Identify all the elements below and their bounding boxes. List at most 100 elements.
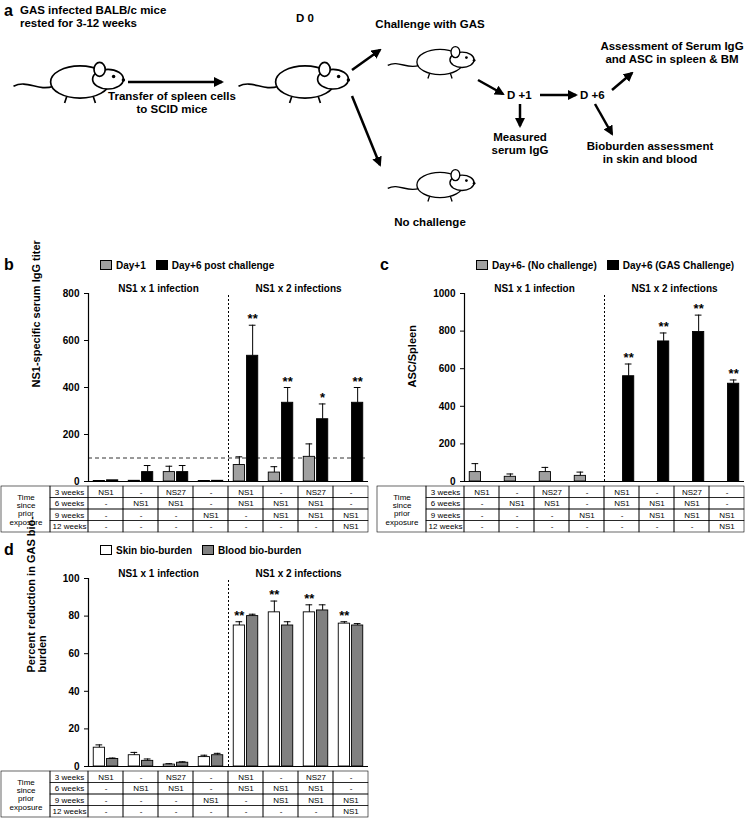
- svg-text:NS1: NS1: [273, 784, 289, 793]
- svg-text:NS1: NS1: [273, 796, 289, 805]
- svg-text:Assessment of Serum IgG: Assessment of Serum IgG: [600, 40, 743, 52]
- svg-text:**: **: [729, 366, 740, 381]
- svg-text:NS1: NS1: [203, 511, 219, 520]
- svg-text:-: -: [245, 796, 248, 805]
- svg-text:-: -: [280, 522, 283, 531]
- svg-text:NS27: NS27: [542, 488, 563, 497]
- svg-text:NS1: NS1: [579, 511, 595, 520]
- svg-text:to SCID mice: to SCID mice: [137, 103, 208, 115]
- svg-text:-: -: [105, 796, 108, 805]
- svg-text:NS1: NS1: [98, 488, 114, 497]
- svg-text:NS1: NS1: [203, 796, 219, 805]
- svg-text:NS1: NS1: [343, 511, 359, 520]
- svg-text:serum IgG: serum IgG: [492, 144, 549, 156]
- svg-text:12 weeks: 12 weeks: [53, 807, 87, 816]
- svg-text:-: -: [105, 522, 108, 531]
- svg-text:rested for 3-12 weeks: rested for 3-12 weeks: [20, 17, 137, 29]
- svg-text:-: -: [210, 522, 213, 531]
- svg-text:NS1: NS1: [719, 522, 735, 531]
- svg-text:9 weeks: 9 weeks: [55, 796, 84, 805]
- svg-text:-: -: [245, 807, 248, 816]
- svg-text:-: -: [621, 522, 624, 531]
- svg-text:NS1: NS1: [168, 499, 184, 508]
- svg-text:Challenge with GAS: Challenge with GAS: [375, 18, 485, 30]
- svg-text:9 weeks: 9 weeks: [431, 511, 460, 520]
- svg-text:1000: 1000: [433, 288, 456, 299]
- svg-text:NS1 x 2 infections: NS1 x 2 infections: [255, 283, 342, 294]
- svg-text:NS1 x 2 infections: NS1 x 2 infections: [255, 568, 342, 579]
- svg-text:-: -: [516, 522, 519, 531]
- svg-text:NS1: NS1: [614, 499, 630, 508]
- svg-text:80: 80: [68, 610, 80, 621]
- svg-text:-: -: [350, 499, 353, 508]
- svg-text:-: -: [280, 488, 283, 497]
- svg-text:NS1: NS1: [238, 784, 254, 793]
- svg-text:*: *: [320, 390, 326, 405]
- svg-text:NS1: NS1: [308, 796, 324, 805]
- svg-text:3 weeks: 3 weeks: [55, 488, 84, 497]
- svg-text:-: -: [481, 511, 484, 520]
- svg-text:NS1: NS1: [273, 499, 289, 508]
- svg-text:NS1: NS1: [238, 488, 254, 497]
- svg-text:3 weeks: 3 weeks: [431, 488, 460, 497]
- svg-text:0: 0: [450, 476, 456, 487]
- svg-text:NS1: NS1: [98, 773, 114, 782]
- svg-text:NS1 x 1 infection: NS1 x 1 infection: [118, 283, 199, 294]
- svg-text:-: -: [210, 807, 213, 816]
- svg-text:-: -: [481, 522, 484, 531]
- svg-text:6 weeks: 6 weeks: [55, 499, 84, 508]
- svg-text:-: -: [481, 499, 484, 508]
- svg-text:-: -: [586, 488, 589, 497]
- svg-text:NS1-specific serum IgG titer: NS1-specific serum IgG titer: [30, 239, 42, 387]
- svg-text:NS27: NS27: [306, 773, 327, 782]
- svg-text:-: -: [516, 488, 519, 497]
- svg-text:-: -: [726, 488, 729, 497]
- svg-text:-: -: [586, 499, 589, 508]
- svg-text:NS1: NS1: [308, 511, 324, 520]
- svg-text:-: -: [726, 499, 729, 508]
- svg-text:**: **: [248, 311, 259, 326]
- svg-text:NS1: NS1: [544, 499, 560, 508]
- svg-text:**: **: [694, 301, 705, 316]
- svg-text:100: 100: [63, 573, 80, 584]
- svg-text:-: -: [175, 807, 178, 816]
- svg-text:-: -: [105, 511, 108, 520]
- svg-text:NS1: NS1: [684, 511, 700, 520]
- svg-text:NS1: NS1: [474, 488, 490, 497]
- svg-text:3 weeks: 3 weeks: [55, 773, 84, 782]
- svg-text:-: -: [245, 511, 248, 520]
- svg-text:**: **: [234, 608, 245, 623]
- svg-text:D 0: D 0: [296, 12, 314, 24]
- svg-text:**: **: [304, 591, 315, 606]
- svg-text:-: -: [315, 807, 318, 816]
- svg-text:-: -: [656, 522, 659, 531]
- svg-text:in skin and blood: in skin and blood: [603, 153, 698, 165]
- svg-text:Timesincepriorexposure: Timesincepriorexposure: [386, 493, 419, 527]
- svg-text:-: -: [551, 522, 554, 531]
- svg-text:400: 400: [63, 382, 80, 393]
- svg-text:-: -: [105, 499, 108, 508]
- svg-text:NS1 x 1 infection: NS1 x 1 infection: [494, 283, 575, 294]
- svg-text:-: -: [210, 784, 213, 793]
- svg-text:-: -: [210, 488, 213, 497]
- svg-text:-: -: [691, 522, 694, 531]
- svg-text:**: **: [283, 374, 294, 389]
- svg-text:NS1: NS1: [649, 499, 665, 508]
- svg-text:200: 200: [63, 429, 80, 440]
- svg-text:NS1: NS1: [509, 499, 525, 508]
- svg-text:NS1: NS1: [238, 499, 254, 508]
- svg-text:NS27: NS27: [166, 773, 187, 782]
- svg-text:-: -: [551, 511, 554, 520]
- svg-text:0: 0: [74, 761, 80, 772]
- svg-text:**: **: [269, 587, 280, 602]
- svg-text:-: -: [175, 796, 178, 805]
- svg-text:6 weeks: 6 weeks: [55, 784, 84, 793]
- svg-text:-: -: [621, 511, 624, 520]
- svg-text:-: -: [586, 522, 589, 531]
- svg-text:NS1: NS1: [343, 807, 359, 816]
- svg-text:600: 600: [63, 335, 80, 346]
- svg-text:-: -: [140, 488, 143, 497]
- svg-text:-: -: [210, 773, 213, 782]
- svg-text:-: -: [315, 522, 318, 531]
- svg-text:800: 800: [63, 288, 80, 299]
